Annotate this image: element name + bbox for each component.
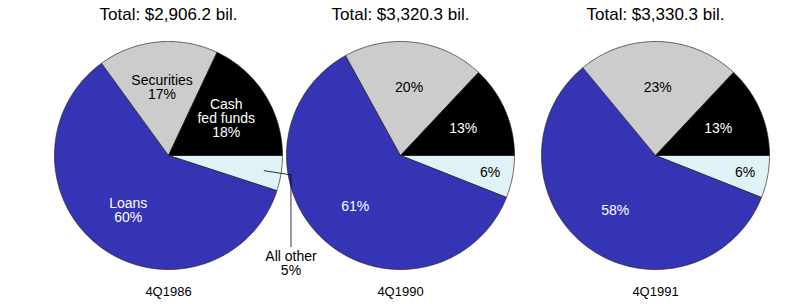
svg-text:20%: 20% [395,79,423,95]
svg-text:4Q1991: 4Q1991 [632,284,678,299]
svg-text:Cashfed funds18%: Cashfed funds18% [197,96,255,140]
svg-text:Securities17%: Securities17% [131,72,192,102]
svg-text:6%: 6% [480,164,500,180]
svg-text:58%: 58% [601,202,629,218]
svg-text:13%: 13% [704,120,732,136]
svg-text:Total: $3,330.3 bil.: Total: $3,330.3 bil. [587,5,725,24]
svg-text:13%: 13% [449,120,477,136]
svg-text:All other5%: All other5% [265,248,317,278]
svg-text:4Q1990: 4Q1990 [377,284,423,299]
svg-text:23%: 23% [644,79,672,95]
svg-text:Loans60%: Loans60% [109,195,147,225]
svg-text:6%: 6% [735,164,755,180]
svg-text:Total: $3,320.3 bil.: Total: $3,320.3 bil. [332,5,470,24]
svg-text:Total: $2,906.2 bil.: Total: $2,906.2 bil. [100,5,238,24]
svg-text:61%: 61% [341,198,369,214]
svg-text:4Q1986: 4Q1986 [145,284,191,299]
